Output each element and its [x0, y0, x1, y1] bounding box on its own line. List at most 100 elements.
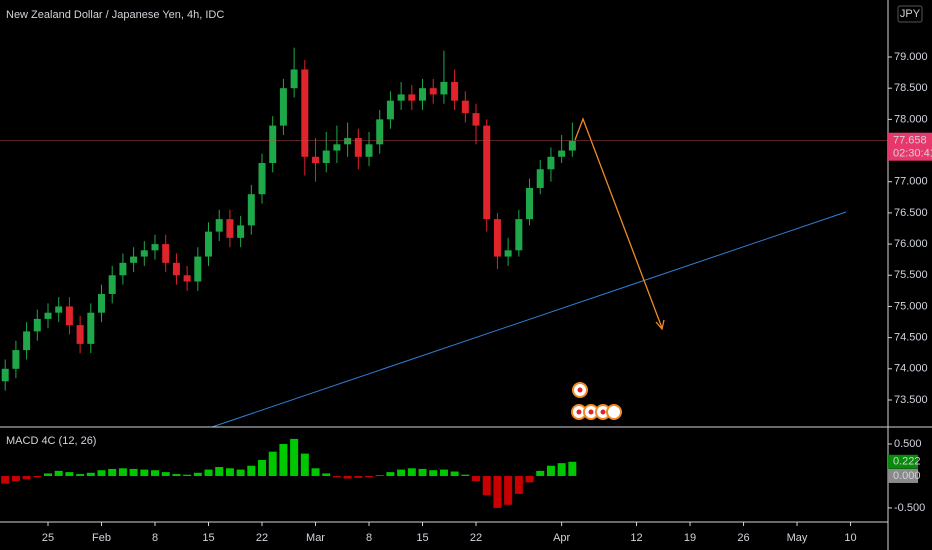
histogram-bar — [1, 475, 10, 484]
candle-body — [76, 325, 84, 344]
histogram-bar — [375, 475, 384, 476]
candle-body — [558, 150, 566, 157]
y-tick-label: 0.000 — [893, 470, 921, 482]
histogram-bar — [161, 472, 170, 476]
histogram-bar — [493, 475, 502, 508]
histogram-bar — [204, 469, 213, 476]
histogram-bar — [151, 470, 160, 476]
histogram-bar — [118, 468, 127, 476]
last-price-box — [888, 132, 932, 161]
histogram-bar — [482, 475, 491, 496]
histogram-bar — [129, 468, 138, 476]
candle-body — [568, 140, 576, 151]
histogram-bar — [386, 472, 395, 476]
projection-arrow — [574, 117, 665, 331]
histogram-bar — [22, 475, 31, 480]
candle-body — [65, 306, 73, 326]
candle-body — [258, 163, 266, 195]
histogram-bar — [268, 451, 277, 476]
candle-body — [354, 138, 362, 157]
candle-body — [87, 312, 95, 344]
candle-body — [12, 350, 20, 369]
candle-body — [408, 94, 416, 101]
histogram-bar — [290, 438, 299, 476]
y-tick-label: 74.500 — [894, 332, 928, 344]
histogram-bar — [343, 475, 352, 479]
histogram-bar — [450, 471, 459, 476]
last-price-label: 77.658 — [893, 135, 927, 147]
y-tick-label: 75.500 — [894, 269, 928, 281]
y-tick-label: 73.500 — [894, 394, 928, 406]
histogram-bar — [258, 459, 267, 476]
candle-body — [119, 262, 127, 276]
histogram-bar — [65, 472, 74, 476]
histogram-bar — [279, 444, 288, 476]
candle-body — [536, 169, 544, 188]
candle-body — [526, 187, 534, 220]
histogram-bar — [97, 470, 106, 476]
x-tick-label: 12 — [630, 532, 642, 544]
histogram-bar — [247, 465, 256, 476]
x-tick-label: Feb — [92, 532, 111, 544]
event-icons — [571, 382, 622, 420]
candle-body — [312, 156, 320, 164]
currency-button[interactable] — [897, 5, 923, 23]
x-tick-label: 15 — [416, 532, 428, 544]
histogram-bar — [33, 475, 42, 478]
x-tick-label: 22 — [256, 532, 268, 544]
histogram-bar — [418, 468, 427, 476]
candle-body — [205, 231, 213, 257]
last-value-box — [888, 454, 918, 469]
x-tick-label: 15 — [202, 532, 214, 544]
candle-body — [108, 275, 116, 294]
histogram-bar — [193, 472, 202, 476]
histogram-bar — [439, 469, 448, 476]
candle-body — [515, 219, 523, 251]
candle-body — [98, 293, 106, 313]
candle-body — [1, 368, 9, 382]
candle-body — [130, 256, 138, 263]
histogram-bar — [183, 474, 192, 476]
indicator-title: MACD 4C (12, 26) — [6, 435, 96, 447]
x-tick-label: 19 — [684, 532, 696, 544]
candle-body — [504, 250, 512, 257]
histogram-bar — [525, 475, 534, 483]
candle-body — [397, 94, 405, 101]
candle-body — [151, 244, 159, 251]
histogram-bar — [215, 467, 224, 476]
zero-label-box — [888, 468, 918, 483]
currency-label[interactable]: JPY — [900, 8, 921, 20]
candle-body — [322, 150, 330, 164]
candle-body — [365, 144, 373, 157]
histogram-bar — [140, 469, 149, 476]
histogram-bar — [504, 475, 513, 505]
x-tick-label: May — [787, 532, 808, 544]
histogram-bar — [354, 475, 363, 478]
candle-body — [429, 88, 437, 95]
x-tick-label: 8 — [366, 532, 372, 544]
histogram-bar — [300, 453, 309, 476]
candle-body — [44, 312, 52, 319]
histogram-bar — [225, 468, 234, 476]
histogram-bar — [76, 474, 85, 476]
countdown-label: 02:30:41 — [893, 148, 932, 160]
histogram-bar — [11, 475, 20, 482]
candle-body — [183, 275, 191, 282]
histogram-bar — [557, 463, 566, 476]
histogram-bar — [407, 468, 416, 476]
y-tick-label: -0.500 — [894, 502, 925, 514]
histogram-bar — [546, 465, 555, 476]
histogram-bar — [172, 474, 181, 476]
candle-body — [301, 69, 309, 157]
x-tick-label: 8 — [152, 532, 158, 544]
x-tick-label: 25 — [42, 532, 54, 544]
candle-body — [23, 331, 31, 351]
candle-body — [451, 81, 459, 101]
histogram-bar — [472, 475, 481, 482]
x-tick-label: 10 — [844, 532, 856, 544]
histogram-bar — [568, 461, 577, 476]
candle-body — [33, 318, 41, 332]
histogram-bar — [322, 473, 331, 476]
